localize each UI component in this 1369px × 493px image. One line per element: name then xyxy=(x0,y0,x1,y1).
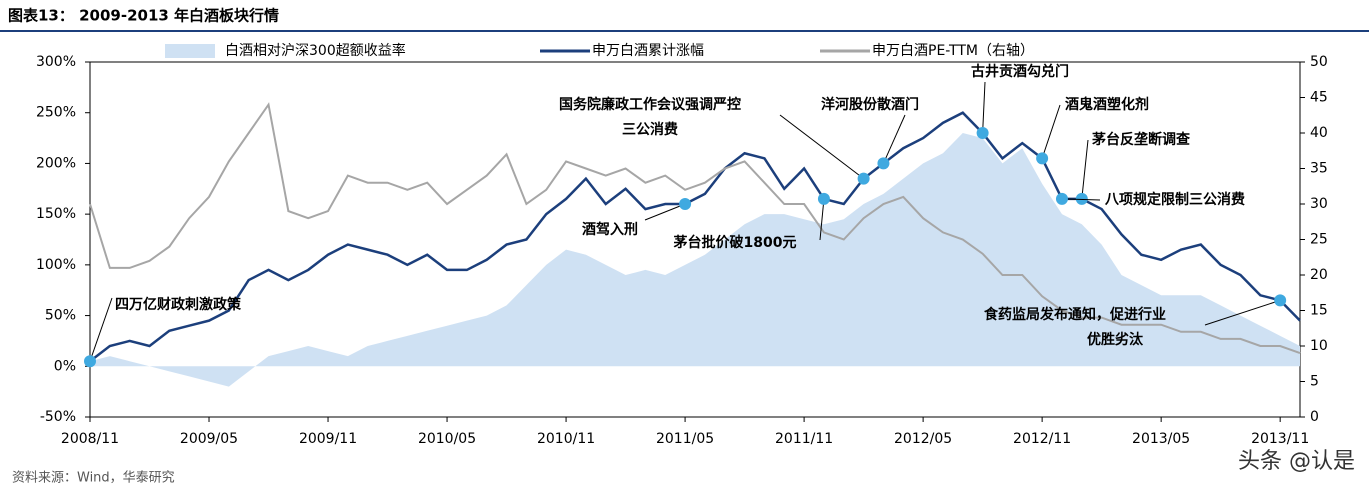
annotation-leader xyxy=(1061,198,1101,201)
x-tick-label: 2008/11 xyxy=(61,431,119,447)
annotation-leader xyxy=(1204,299,1281,326)
y-tick-label: 0% xyxy=(54,358,76,374)
annotation-leader xyxy=(982,81,986,134)
annotation: 酒驾入刑 xyxy=(582,221,638,238)
event-marker xyxy=(857,172,870,185)
annotation: 洋河股份散酒门 xyxy=(821,96,919,113)
annotation: 优胜劣汰 xyxy=(1087,331,1144,348)
line xyxy=(89,111,1301,363)
y2-tick-label: 5 xyxy=(1310,374,1319,390)
annotation-leader xyxy=(1081,139,1089,199)
legend-label: 申万白酒累计涨幅 xyxy=(592,43,704,59)
chart-title: 图表13： 2009-2013 年白酒板块行情 xyxy=(8,7,279,25)
y-tick-label: 200% xyxy=(36,155,76,171)
annotation: 四万亿财政刺激政策 xyxy=(115,296,242,313)
y2-tick-label: 40 xyxy=(1310,125,1328,141)
event-marker xyxy=(84,355,96,368)
event-marker xyxy=(1055,192,1068,205)
event-marker xyxy=(976,127,989,139)
source: 资料来源：Wind，华泰研究 xyxy=(12,471,175,486)
y2-tick-label: 15 xyxy=(1310,303,1328,319)
y2-tick-label: 20 xyxy=(1310,267,1328,283)
x-tick-label: 2010/11 xyxy=(537,431,595,447)
watermark: 头条 @认是 xyxy=(1238,449,1355,474)
y2-tick-label: 50 xyxy=(1310,54,1328,70)
y2-tick-label: 45 xyxy=(1310,90,1328,106)
line xyxy=(89,102,1301,355)
y2-tick-label: 25 xyxy=(1310,232,1328,248)
legend-label: 白酒相对沪深300超额收益率 xyxy=(225,42,406,59)
x-tick-label: 2013/11 xyxy=(1251,431,1309,447)
annotation-leader xyxy=(819,198,825,241)
y2-tick-label: 0 xyxy=(1310,409,1319,425)
annotation-leader xyxy=(644,203,686,221)
event-marker xyxy=(679,198,692,210)
event-marker xyxy=(817,192,830,205)
event-marker xyxy=(1036,152,1049,165)
x-tick-label: 2012/05 xyxy=(894,431,952,447)
annotation: 食药监局发布通知，促进行业 xyxy=(984,306,1166,323)
x-tick-label: 2011/11 xyxy=(775,431,833,447)
annotation: 八项规定限制三公消费 xyxy=(1104,191,1245,208)
annotation: 茅台批价破1800元 xyxy=(674,234,797,251)
y-tick-label: -50% xyxy=(40,409,76,425)
y2-tick-label: 10 xyxy=(1310,338,1328,354)
annotation: 酒鬼酒塑化剂 xyxy=(1065,96,1149,113)
legend-swatch xyxy=(165,44,215,58)
event-marker xyxy=(1274,294,1287,307)
legend-label: 申万白酒PE-TTM（右轴） xyxy=(872,43,1034,59)
annotation-leader xyxy=(1041,104,1061,159)
x-tick-label: 2011/05 xyxy=(656,431,714,447)
annotation: 国务院廉政工作会议强调严控 xyxy=(559,96,741,113)
event-marker xyxy=(1075,192,1088,205)
annotation-leader xyxy=(882,114,906,164)
x-tick-label: 2013/05 xyxy=(1132,431,1190,447)
y-tick-label: 100% xyxy=(36,257,76,273)
annotation: 茅台反垄断调查 xyxy=(1092,131,1191,148)
y-tick-label: 300% xyxy=(36,54,76,70)
area xyxy=(90,133,1300,387)
plot-layer xyxy=(89,102,1301,387)
y-tick-label: 250% xyxy=(36,105,76,121)
annotation: 古井贡酒勾兑门 xyxy=(971,63,1069,80)
annotation-leader xyxy=(89,297,113,362)
y2-tick-label: 30 xyxy=(1310,196,1328,212)
x-tick-label: 2009/05 xyxy=(180,431,238,447)
y-tick-label: 50% xyxy=(45,308,76,324)
x-tick-label: 2009/11 xyxy=(299,431,357,447)
x-tick-label: 2012/11 xyxy=(1013,431,1071,447)
annotation-leader xyxy=(779,114,864,180)
annotation: 三公消费 xyxy=(622,121,678,138)
y-tick-label: 150% xyxy=(36,206,76,222)
x-tick-label: 2010/05 xyxy=(418,431,476,447)
event-marker xyxy=(877,157,890,170)
y2-tick-label: 35 xyxy=(1310,161,1328,177)
